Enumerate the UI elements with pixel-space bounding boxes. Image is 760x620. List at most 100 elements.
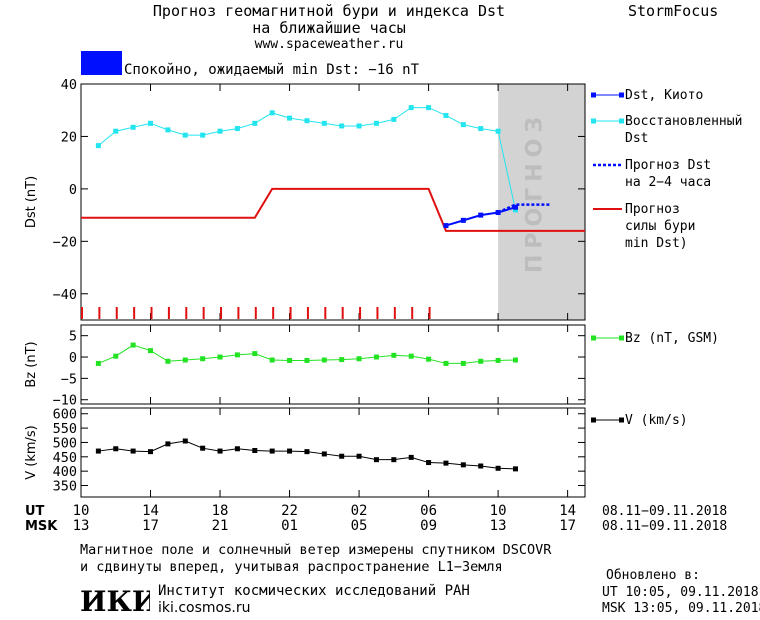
data-point <box>478 358 484 364</box>
x-tick-label-ut: 10 <box>490 503 507 519</box>
institute-name: Институт космических исследований РАН <box>158 583 470 599</box>
data-point <box>217 448 223 454</box>
y-tick-label: −40 <box>53 287 77 303</box>
y-tick-label: −10 <box>53 393 77 409</box>
data-point <box>443 460 449 466</box>
data-point <box>373 354 379 360</box>
data-point <box>460 217 466 223</box>
footer-note-line1: Магнитное поле и солнечный ветер измерен… <box>80 542 552 558</box>
x-tick-label-msk: 01 <box>281 518 298 534</box>
ut-date-range: 08.11−09.11.2018 <box>602 504 727 519</box>
data-point <box>443 112 449 118</box>
data-point <box>165 358 171 364</box>
legend-dst-restored-label: Dst <box>625 131 648 146</box>
updated-msk: MSK 13:05, 09.11.2018 <box>602 601 760 616</box>
data-point <box>269 448 275 454</box>
site-url[interactable]: www.spaceweather.ru <box>254 37 404 52</box>
data-point <box>165 441 171 447</box>
data-point <box>148 449 154 455</box>
legend-dst-restored-label: Восстановленный <box>625 114 742 129</box>
x-tick-label-msk: 13 <box>73 518 90 534</box>
status-text: Спокойно, ожидаемый min Dst: −16 nT <box>124 62 420 78</box>
x-axis-msk-label: MSK <box>25 519 58 534</box>
legend-dst-restored-marker <box>619 118 624 124</box>
data-point <box>95 360 101 366</box>
legend-bz-marker <box>591 335 596 341</box>
data-point <box>495 128 501 134</box>
legend-v-marker <box>591 417 596 423</box>
x-tick-label-ut: 14 <box>142 503 159 519</box>
data-point <box>165 127 171 133</box>
updated-label: Обновлено в: <box>606 568 700 583</box>
x-tick-label-msk: 13 <box>490 518 507 534</box>
legend-v-marker <box>619 417 624 423</box>
forecast-zone <box>498 84 585 320</box>
data-point <box>512 357 518 363</box>
data-point <box>391 116 397 122</box>
data-point <box>356 356 362 362</box>
panel-frame <box>80 324 586 405</box>
institute-url[interactable]: iki.cosmos.ru <box>158 600 251 616</box>
x-tick-label-ut: 22 <box>281 503 298 519</box>
data-point <box>339 453 345 459</box>
data-point <box>495 209 501 215</box>
footer-note-line2: и сдвинуты вперед, учитывая распростране… <box>80 559 503 575</box>
data-point <box>321 120 327 126</box>
data-point <box>478 212 484 218</box>
x-tick-label-ut: 06 <box>420 503 437 519</box>
y-axis-label: Dst (nT) <box>24 176 39 228</box>
data-point <box>287 448 293 454</box>
updated-ut: UT 10:05, 09.11.2018 <box>602 585 759 600</box>
legend-dst-kyoto-label: Dst, Киото <box>625 88 703 103</box>
data-point <box>287 115 293 121</box>
data-point <box>252 447 258 453</box>
data-point <box>304 118 310 124</box>
legend-storm-forecast-label: min Dst) <box>625 236 688 251</box>
series-line <box>81 187 585 232</box>
data-point <box>495 465 501 471</box>
y-tick-label: 0 <box>69 350 77 366</box>
data-point <box>148 120 154 126</box>
status-color-box <box>81 51 122 75</box>
forecast-zone-label: ПРОГНОЗ <box>523 111 548 273</box>
panel-frame <box>80 83 586 321</box>
y-axis-label: Bz (nT) <box>24 341 39 387</box>
data-point <box>113 446 119 452</box>
data-point <box>234 126 240 132</box>
data-point <box>408 353 414 359</box>
series-line <box>497 203 551 214</box>
data-point <box>269 110 275 116</box>
logo-text: ИКИ <box>80 585 150 617</box>
x-tick-label-msk: 17 <box>559 518 576 534</box>
page-title: Прогноз геомагнитной бури и индекса Dst <box>152 2 506 20</box>
data-point <box>321 451 327 457</box>
y-tick-label: 40 <box>61 77 77 93</box>
data-point <box>130 448 136 454</box>
legend-bz-label: Bz (nT, GSM) <box>625 331 719 346</box>
data-point <box>408 105 414 111</box>
x-tick-label-msk: 17 <box>142 518 159 534</box>
data-point <box>200 356 206 362</box>
data-point <box>113 128 119 134</box>
y-tick-label: 500 <box>53 435 77 451</box>
panel-frame <box>80 407 586 498</box>
y-axis-label: V (km/s) <box>24 425 39 480</box>
msk-date-range: 08.11−09.11.2018 <box>602 519 727 534</box>
y-tick-label: 20 <box>61 129 77 145</box>
data-point <box>391 457 397 463</box>
data-point <box>460 122 466 128</box>
y-tick-label: 5 <box>69 329 77 345</box>
x-tick-label-ut: 10 <box>73 503 90 519</box>
data-point <box>182 132 188 138</box>
y-tick-label: −20 <box>53 234 77 250</box>
y-tick-label: −5 <box>61 371 77 387</box>
data-point <box>512 466 518 472</box>
legend-storm-forecast-label: силы бури <box>625 219 695 234</box>
data-point <box>443 360 449 366</box>
legend-dst-forecast-label: Прогноз Dst <box>625 158 711 173</box>
x-tick-label-ut: 14 <box>559 503 576 519</box>
data-point <box>460 360 466 366</box>
data-point <box>339 357 345 363</box>
x-axis-ut-label: UT <box>25 504 45 519</box>
x-tick-label-ut: 18 <box>212 503 229 519</box>
